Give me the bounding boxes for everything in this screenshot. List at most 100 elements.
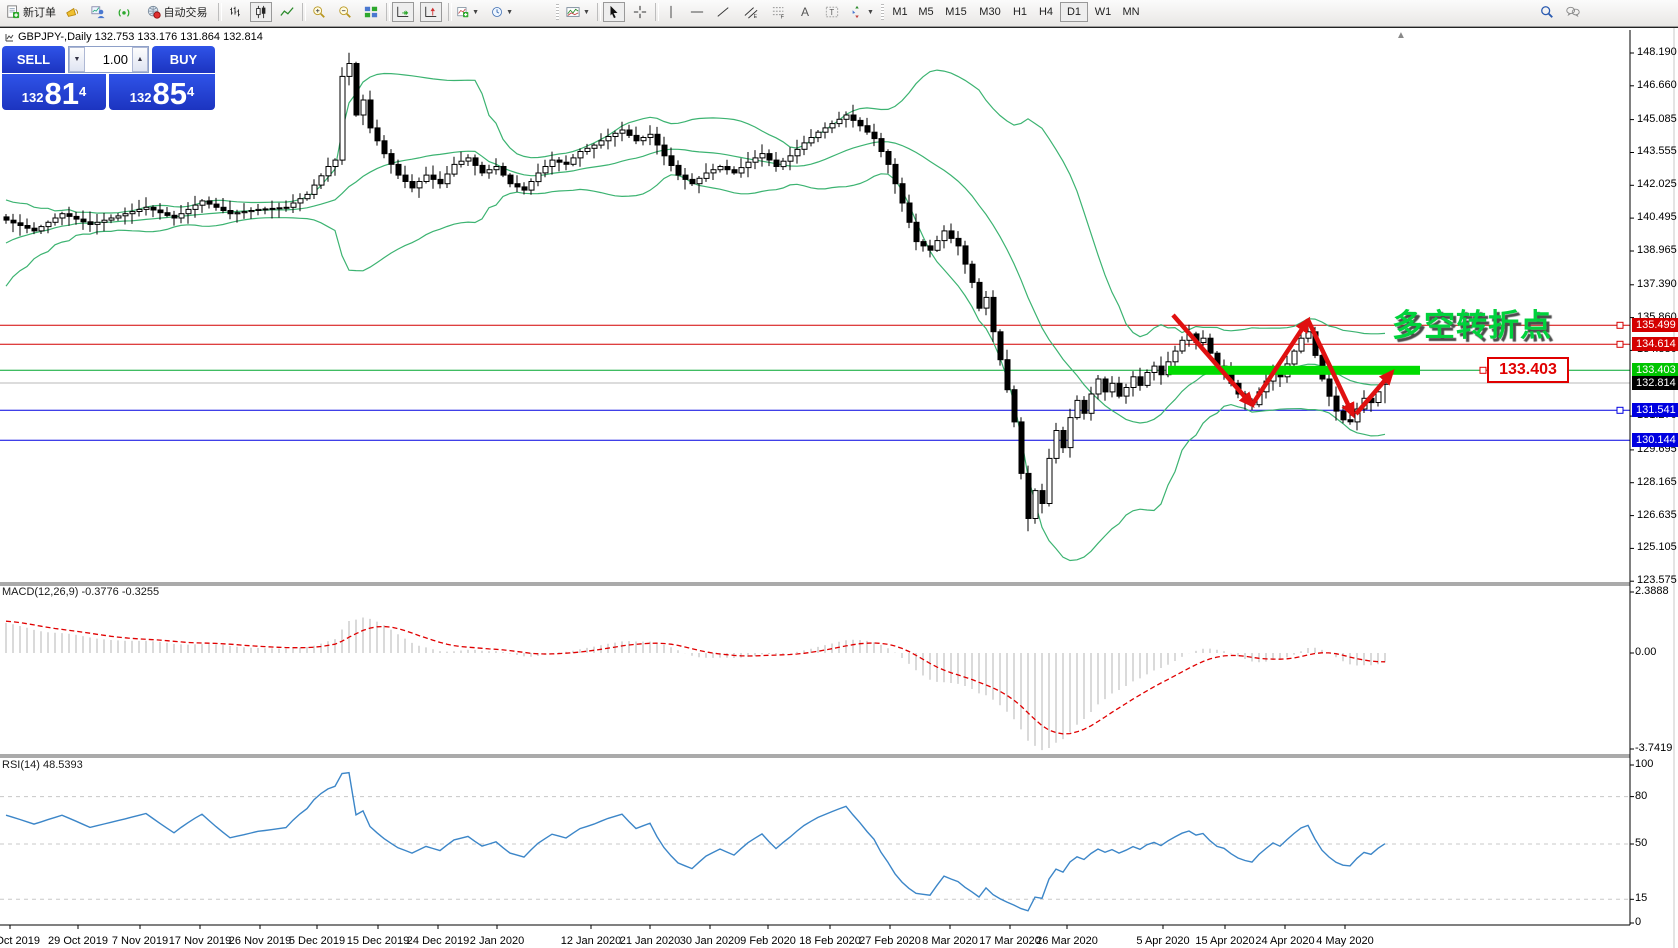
cursor-button[interactable]: [603, 2, 625, 22]
horizontal-line-button[interactable]: [687, 2, 707, 22]
buy-button[interactable]: BUY: [152, 46, 215, 73]
date-tick-label: 29 Oct 2019: [48, 935, 108, 947]
level-callout-box[interactable]: 133.403: [1487, 357, 1569, 383]
object-anchor[interactable]: [1479, 366, 1487, 374]
chart-title-text: GBPJPY-,Daily 132.753 133.176 131.864 13…: [18, 31, 263, 43]
auto-trading-button[interactable]: 自动交易: [140, 2, 214, 22]
candlestick-mode-button[interactable]: [250, 2, 272, 22]
timeframe-M15[interactable]: M15: [945, 6, 967, 18]
text-label-button[interactable]: T: [821, 2, 843, 22]
new-order-button[interactable]: 新订单: [2, 2, 60, 22]
object-anchor[interactable]: [1616, 321, 1624, 329]
arrows-button[interactable]: ▼: [847, 2, 877, 22]
macd-tick-label: 0.00: [1635, 646, 1657, 658]
zigzag-arrow[interactable]: [1354, 368, 1395, 416]
template-button[interactable]: ▼: [563, 2, 593, 22]
object-anchor[interactable]: [1616, 406, 1624, 414]
indicators-button[interactable]: ▼: [454, 2, 482, 22]
macd-tick-label: -3.7419: [1635, 742, 1673, 754]
signal-icon: [118, 8, 130, 17]
timeframe-W1[interactable]: W1: [1094, 6, 1112, 18]
green-highlight-zone[interactable]: [1168, 365, 1420, 375]
volume-decrease-button[interactable]: ▼: [69, 47, 85, 72]
price-tick-label: 125.105: [1637, 541, 1677, 553]
timeframe-H4[interactable]: H4: [1038, 6, 1054, 18]
buy-price-sup: 4: [186, 84, 195, 99]
line-chart-mode-button[interactable]: [276, 2, 298, 22]
collapse-arrow-icon[interactable]: ▲: [1396, 30, 1406, 41]
buy-price-button[interactable]: 132 85 4: [109, 74, 215, 110]
auto-scroll-button[interactable]: [392, 2, 414, 22]
turning-point-annotation[interactable]: 多空转折点: [1392, 308, 1552, 343]
new-order-icon: [7, 5, 20, 19]
chart-shift-button[interactable]: [420, 2, 442, 22]
price-tick-label: 142.025: [1637, 178, 1677, 190]
zigzag-arrow[interactable]: [1250, 316, 1311, 407]
text-label-icon: T: [825, 6, 839, 18]
timeframe-D1[interactable]: D1: [1060, 2, 1088, 22]
price-tick-label: 146.660: [1637, 79, 1677, 91]
zigzag-arrow[interactable]: [1305, 319, 1356, 419]
price-level-badge[interactable]: 135.499: [1632, 318, 1678, 332]
price-level-badge[interactable]: 130.144: [1632, 433, 1678, 447]
price-tick-label: 140.495: [1637, 211, 1677, 223]
volume-increase-button[interactable]: ▲: [132, 47, 148, 72]
auto-scroll-icon: [397, 6, 409, 17]
sell-price-big: 81: [44, 76, 79, 111]
line-chart-icon: [280, 7, 294, 16]
price-tick-label: 128.165: [1637, 476, 1677, 488]
chart-canvas[interactable]: [0, 28, 1678, 948]
signals-button[interactable]: [114, 2, 134, 22]
timeframe-MN[interactable]: MN: [1122, 6, 1140, 18]
bar-chart-mode-button[interactable]: [224, 2, 246, 22]
trendline-icon: [717, 7, 729, 17]
timeframe-M5[interactable]: M5: [918, 6, 934, 18]
search-button[interactable]: [1536, 2, 1558, 22]
date-tick-label: 18 Feb 2020: [799, 935, 861, 947]
date-tick-label: 26 Nov 2019: [228, 935, 292, 947]
template-icon: [566, 7, 580, 17]
date-tick-label: 2 Jan 2020: [469, 935, 525, 947]
price-level-badge[interactable]: 134.614: [1632, 337, 1678, 351]
auto-trading-label: 自动交易: [163, 7, 208, 19]
sell-button[interactable]: SELL: [2, 46, 65, 73]
crosshair-button[interactable]: [629, 2, 651, 22]
zoom-out-button[interactable]: [334, 2, 356, 22]
timeframe-M1[interactable]: M1: [892, 6, 908, 18]
tile-windows-button[interactable]: [360, 2, 382, 22]
date-tick-label: 20 Oct 2019: [0, 935, 40, 947]
toolbar-separator: [448, 3, 452, 21]
rsi-tick-label: 50: [1635, 837, 1648, 849]
trendline-button[interactable]: [713, 2, 733, 22]
market-watch-button[interactable]: [88, 2, 108, 22]
date-tick-label: 5 Dec 2019: [288, 935, 346, 947]
periods-button[interactable]: ▼: [488, 2, 516, 22]
sell-price-button[interactable]: 132 81 4: [2, 74, 106, 110]
object-anchor[interactable]: [1616, 340, 1624, 348]
volume-value[interactable]: 1.00: [102, 52, 128, 67]
fibonacci-button[interactable]: F: [767, 2, 791, 22]
buy-price-big: 85: [152, 76, 187, 111]
date-tick-label: 30 Jan 2020: [679, 935, 741, 947]
price-level-badge[interactable]: 132.814: [1632, 376, 1678, 390]
zoom-in-button[interactable]: [308, 2, 330, 22]
zoom-in-icon: [313, 6, 325, 18]
timeframe-H1[interactable]: H1: [1012, 6, 1028, 18]
price-level-badge[interactable]: 131.541: [1632, 403, 1678, 417]
timeframe-M30[interactable]: M30: [979, 6, 1001, 18]
vertical-line-button[interactable]: [661, 2, 681, 22]
main-pane: [0, 52, 1630, 562]
channel-button[interactable]: E: [739, 2, 763, 22]
chat-button[interactable]: [1560, 2, 1586, 22]
price-tick-label: 137.390: [1637, 278, 1677, 290]
date-tick-label: 17 Nov 2019: [168, 935, 232, 947]
candlestick-icon: [256, 5, 266, 19]
date-tick-label: 7 Nov 2019: [111, 935, 169, 947]
price-level-badge[interactable]: 133.403: [1632, 363, 1678, 377]
styler-button[interactable]: [62, 2, 82, 22]
toolbar-separator: [597, 3, 601, 21]
channel-icon: E: [744, 7, 758, 19]
zigzag-arrow[interactable]: [1171, 313, 1255, 409]
text-button[interactable]: A: [800, 5, 809, 19]
